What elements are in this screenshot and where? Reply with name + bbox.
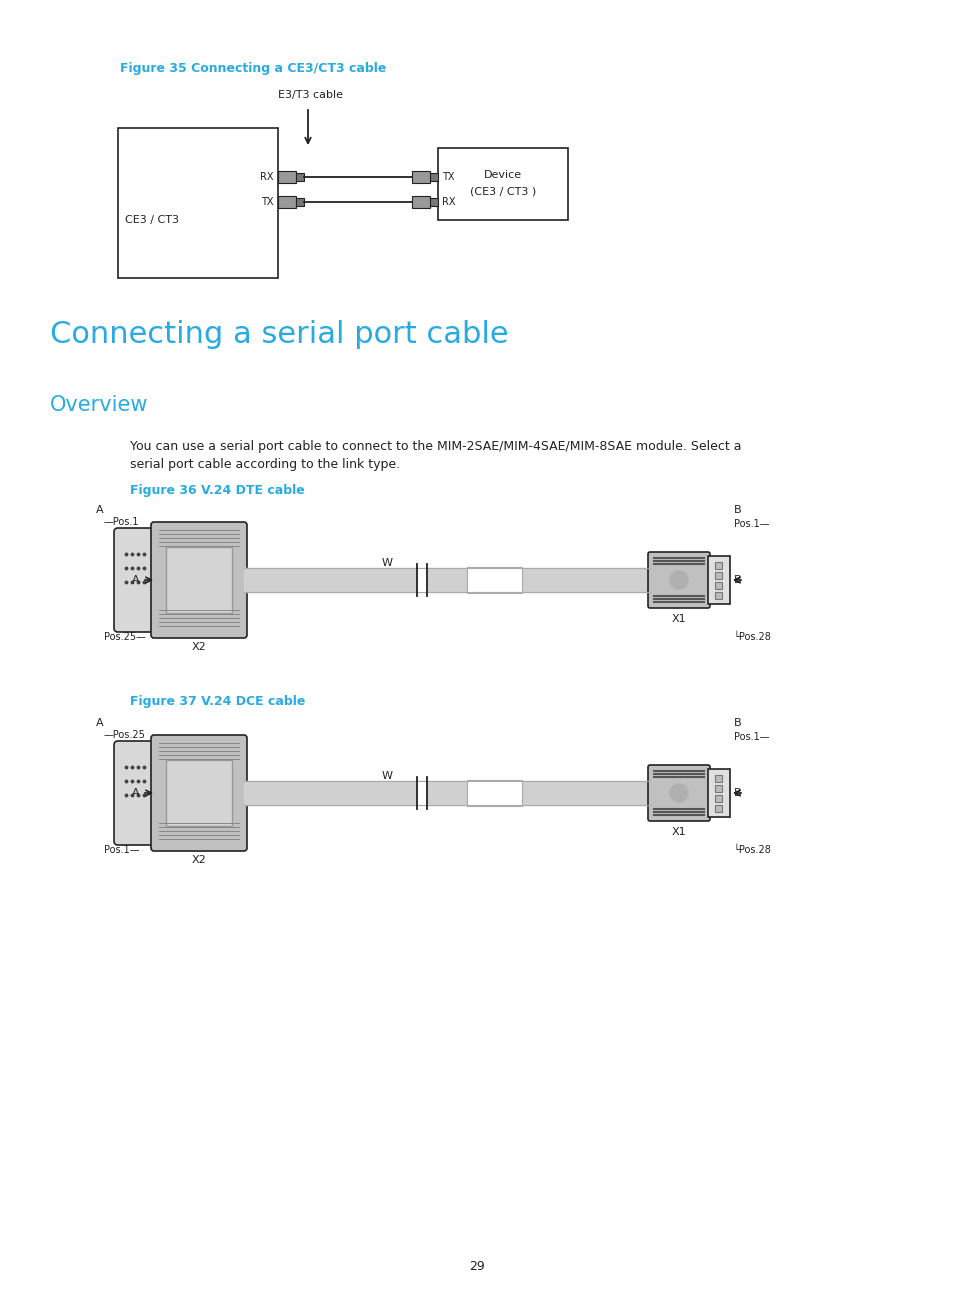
Text: └Pos.28: └Pos.28 (733, 845, 771, 855)
Bar (430, 172, 437, 181)
Bar (277, 171, 295, 183)
Text: X2: X2 (192, 855, 206, 864)
Bar (714, 805, 721, 813)
FancyBboxPatch shape (647, 552, 709, 608)
Text: E3/T3 cable: E3/T3 cable (277, 89, 343, 100)
Text: TX: TX (441, 172, 454, 181)
Text: A: A (132, 788, 139, 798)
Bar (714, 775, 721, 781)
Text: 29: 29 (469, 1260, 484, 1273)
Text: (CE3 / CT3 ): (CE3 / CT3 ) (470, 187, 536, 196)
Text: X1: X1 (671, 827, 685, 837)
Circle shape (669, 784, 687, 802)
Text: Pos.1—: Pos.1— (733, 732, 769, 743)
Text: Pos.1—: Pos.1— (104, 845, 139, 855)
Bar (166, 547, 232, 613)
Text: A: A (96, 505, 104, 515)
Text: TX: TX (261, 197, 274, 207)
Text: B: B (733, 505, 740, 515)
Text: B: B (733, 575, 740, 584)
Bar (295, 172, 304, 181)
Bar (437, 148, 567, 220)
FancyBboxPatch shape (113, 741, 156, 845)
Bar (467, 780, 521, 806)
Text: A: A (132, 575, 139, 584)
Bar (714, 582, 721, 588)
Text: B: B (733, 788, 740, 798)
Bar (166, 759, 232, 826)
Text: W: W (381, 771, 392, 781)
Bar (714, 592, 721, 599)
FancyBboxPatch shape (647, 765, 709, 820)
Circle shape (669, 572, 687, 588)
Text: —Pos.25: —Pos.25 (104, 730, 146, 740)
Text: —Pos.1: —Pos.1 (104, 517, 139, 527)
Bar (714, 572, 721, 579)
Bar (714, 785, 721, 792)
Text: └Pos.28: └Pos.28 (733, 632, 771, 642)
Text: W: W (381, 559, 392, 568)
Text: serial port cable according to the link type.: serial port cable according to the link … (130, 457, 399, 470)
Text: Device: Device (483, 170, 521, 180)
Bar (412, 171, 430, 183)
Text: Figure 35 Connecting a CE3/CT3 cable: Figure 35 Connecting a CE3/CT3 cable (120, 62, 386, 75)
Text: RX: RX (260, 172, 274, 181)
Bar (714, 794, 721, 802)
FancyBboxPatch shape (113, 527, 156, 632)
Bar (277, 196, 295, 207)
Text: RX: RX (441, 197, 455, 207)
Bar (467, 568, 521, 594)
Text: Overview: Overview (50, 395, 149, 415)
Text: B: B (733, 718, 740, 728)
Text: Figure 37 V.24 DCE cable: Figure 37 V.24 DCE cable (130, 695, 305, 708)
Bar (430, 198, 437, 206)
Text: X1: X1 (671, 614, 685, 623)
Bar (707, 769, 729, 816)
Bar (707, 556, 729, 604)
Text: A: A (96, 718, 104, 728)
Text: Connecting a serial port cable: Connecting a serial port cable (50, 320, 508, 349)
Text: Figure 36 V.24 DTE cable: Figure 36 V.24 DTE cable (130, 483, 304, 496)
Bar (714, 562, 721, 569)
Text: You can use a serial port cable to connect to the MIM-2SAE/MIM-4SAE/MIM-8SAE mod: You can use a serial port cable to conne… (130, 441, 740, 454)
Bar (412, 196, 430, 207)
Text: X2: X2 (192, 642, 206, 652)
FancyBboxPatch shape (151, 522, 247, 638)
Text: Pos.1—: Pos.1— (733, 518, 769, 529)
Text: Pos.25—: Pos.25— (104, 632, 146, 642)
FancyBboxPatch shape (151, 735, 247, 851)
Bar (295, 198, 304, 206)
Bar (118, 128, 277, 279)
Text: CE3 / CT3: CE3 / CT3 (125, 215, 179, 226)
